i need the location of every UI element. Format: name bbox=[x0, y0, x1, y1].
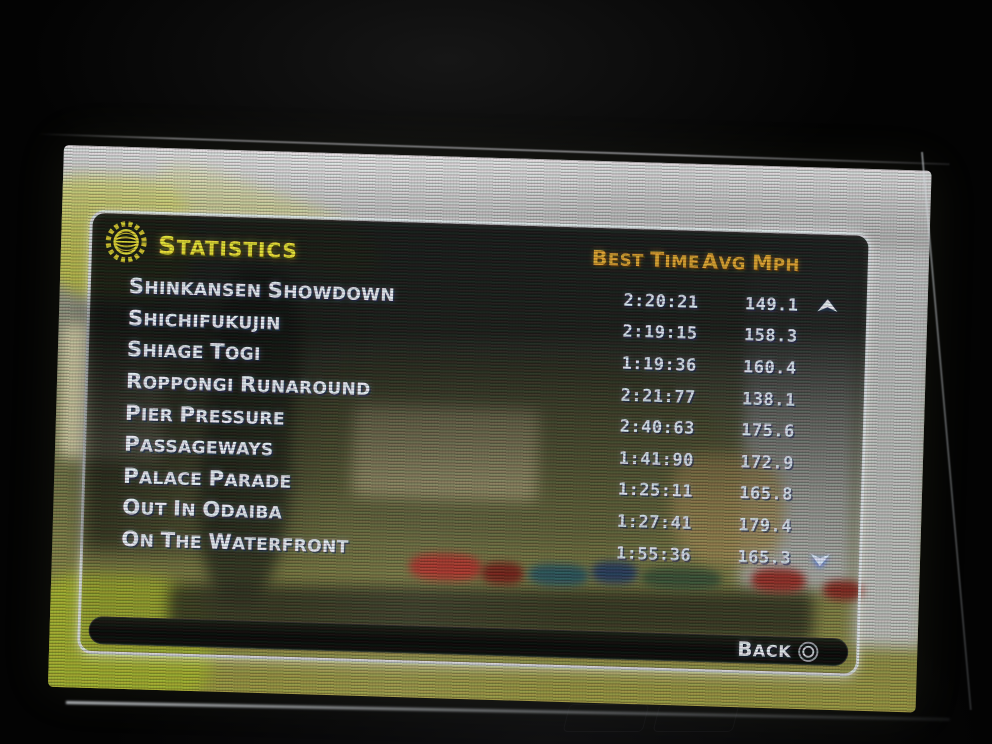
scroll-up-button[interactable] bbox=[815, 298, 839, 316]
best-time-value: 2:20:21 bbox=[623, 290, 699, 313]
avg-mph-value: 172.9 bbox=[739, 451, 795, 474]
best-time-value: 1:19:36 bbox=[621, 353, 698, 376]
avg-mph-value: 158.3 bbox=[743, 325, 798, 348]
scroll-down-button[interactable] bbox=[808, 550, 832, 568]
avg-mph-value: 165.8 bbox=[738, 483, 794, 506]
avg-mph-value: 149.1 bbox=[744, 294, 799, 316]
avg-mph-value: 165.3 bbox=[737, 546, 792, 569]
best-time-value: 1:55:36 bbox=[615, 543, 692, 566]
device-logo-emboss bbox=[562, 704, 740, 732]
best-time-value: 1:27:41 bbox=[616, 511, 693, 534]
psp-screen: STATISTICS BEST TIME AVG MPH SHINKANSEN … bbox=[47, 145, 932, 713]
page-title: STATISTICS bbox=[157, 230, 299, 263]
back-button[interactable]: BACK bbox=[737, 638, 820, 663]
best-time-value: 2:21:77 bbox=[620, 385, 697, 408]
game-screen: STATISTICS BEST TIME AVG MPH SHINKANSEN … bbox=[47, 145, 932, 713]
globe-gear-icon bbox=[101, 219, 148, 268]
avg-mph-value: 160.4 bbox=[742, 357, 797, 379]
stats-table: SHINKANSEN SHOWDOWN 2:20:21 149.1 SHICHI… bbox=[83, 267, 867, 576]
statistics-panel: STATISTICS BEST TIME AVG MPH SHINKANSEN … bbox=[76, 209, 872, 677]
column-header-avg-mph: AVG MPH bbox=[701, 248, 801, 276]
game-scene-background bbox=[47, 145, 932, 713]
column-header-best-time: BEST TIME bbox=[591, 245, 701, 272]
best-time-value: 1:25:11 bbox=[617, 479, 694, 503]
back-label: BACK bbox=[736, 637, 792, 662]
circle-button-icon bbox=[797, 640, 820, 663]
best-time-value: 2:19:15 bbox=[622, 322, 698, 345]
avg-mph-value: 179.4 bbox=[738, 515, 793, 537]
avg-mph-value: 138.1 bbox=[741, 388, 797, 411]
best-time-value: 2:40:63 bbox=[619, 416, 696, 440]
avg-mph-value: 175.6 bbox=[740, 420, 796, 442]
best-time-value: 1:41:90 bbox=[618, 448, 695, 471]
